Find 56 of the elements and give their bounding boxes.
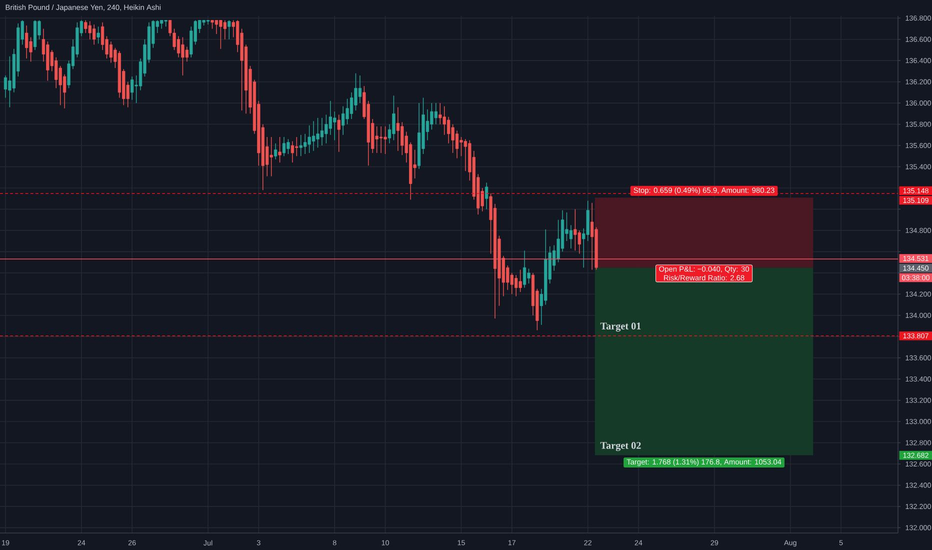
candlestick <box>350 92 354 120</box>
candlestick <box>109 41 113 64</box>
candlestick <box>286 138 290 154</box>
annotation: Target 01 <box>600 322 641 332</box>
candlestick <box>185 46 188 62</box>
candlestick <box>354 72 358 111</box>
candlestick <box>4 75 8 98</box>
candlestick <box>400 122 404 156</box>
candlestick <box>295 136 298 156</box>
candlestick <box>270 136 273 177</box>
candlestick <box>223 20 226 40</box>
candlestick <box>569 224 573 249</box>
candlestick <box>324 114 328 144</box>
candlestick <box>392 95 396 141</box>
candlestick <box>320 118 324 146</box>
candlestick <box>358 75 362 104</box>
candlestick <box>451 124 454 154</box>
candlestick <box>574 208 577 251</box>
candlestick <box>460 136 463 156</box>
candlestick <box>434 102 438 125</box>
candlestick <box>556 219 560 263</box>
candlestick <box>337 114 340 152</box>
candlestick <box>274 143 278 160</box>
candlestick <box>25 25 28 59</box>
candlestick <box>384 126 387 154</box>
candlestick <box>278 136 282 163</box>
candlestick <box>522 250 526 288</box>
candlestick <box>130 76 134 100</box>
candlestick <box>590 202 594 270</box>
candlestick <box>312 120 316 152</box>
candlestick <box>527 268 530 284</box>
candlestick <box>438 102 442 125</box>
candlestick <box>8 56 12 108</box>
candlestick <box>100 22 104 50</box>
candlestick <box>308 124 311 154</box>
candlestick <box>84 20 88 34</box>
candlestick <box>282 136 286 156</box>
candlestick <box>375 126 378 154</box>
candlestick <box>464 138 468 172</box>
candlestick <box>181 36 184 76</box>
candlestick <box>578 230 581 254</box>
candlestick <box>96 26 100 44</box>
candlestick <box>228 20 231 40</box>
candlestick <box>455 130 459 159</box>
candlestick <box>176 36 180 58</box>
candlestick <box>316 118 320 148</box>
candlestick <box>206 20 210 25</box>
candlestick <box>29 36 32 62</box>
candlestick <box>518 269 522 292</box>
candlestick <box>342 106 345 136</box>
candlestick <box>219 20 222 50</box>
candlestick <box>346 98 349 125</box>
candlestick <box>430 102 434 130</box>
candlestick <box>485 182 488 210</box>
candlestick <box>214 20 218 34</box>
annotation: Target 02 <box>600 442 641 452</box>
